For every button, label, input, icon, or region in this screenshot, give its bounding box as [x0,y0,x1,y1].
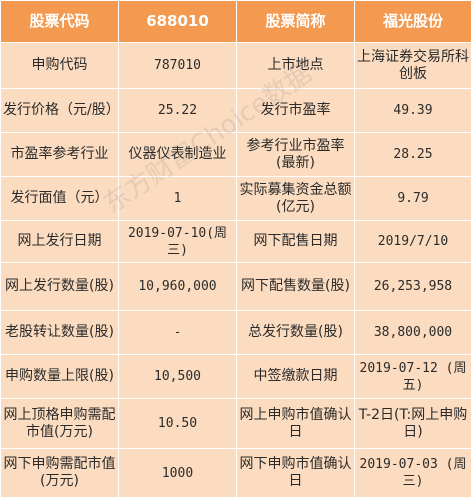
row-value-left: - [119,311,237,355]
table-row: 网上发行日期 2019-07-10(周三) 网下配售日期 2019/7/10 [1,221,471,263]
table-row: 发行面值（元） 1 实际募集资金总额(亿元) 9.79 [1,177,471,221]
row-label-right: 实际募集资金总额(亿元) [237,177,355,221]
row-label-right: 网上申购市值确认日 [237,399,355,449]
row-label-left: 发行面值（元） [1,177,119,221]
table-row: 老股转让数量(股) - 总发行数量(股) 38,800,000 [1,311,471,355]
table-row: 发行价格（元/股） 25.22 发行市盈率 49.39 [1,89,471,133]
table-row: 网上发行数量(股) 10,960,000 网下配售数量(股) 26,253,95… [1,263,471,311]
row-value-left: 10,500 [119,355,237,399]
row-value-right: 38,800,000 [355,311,471,355]
row-value-right: T-2日(T:网上申购日) [355,399,471,449]
row-value-left: 787010 [119,43,237,89]
row-value-left: 1 [119,177,237,221]
row-value-right: 2019/7/10 [355,221,471,263]
table-row: 网上顶格申购需配市值(万元) 10.50 网上申购市值确认日 T-2日(T:网上… [1,399,471,449]
row-label-right: 上市地点 [237,43,355,89]
row-value-right: 26,253,958 [355,263,471,311]
row-label-left: 网上顶格申购需配市值(万元) [1,399,119,449]
row-value-right: 49.39 [355,89,471,133]
table-header-row: 股票代码 688010 股票简称 福光股份 [1,1,471,43]
header-stock-code-label: 股票代码 [1,1,119,43]
table-row: 市盈率参考行业 仪器仪表制造业 参考行业市盈率(最新) 28.25 [1,133,471,177]
row-label-right: 发行市盈率 [237,89,355,133]
row-value-right: 2019-07-03 (周三) [355,449,471,498]
row-value-left: 10.50 [119,399,237,449]
row-label-left: 市盈率参考行业 [1,133,119,177]
row-value-left: 2019-07-10(周三) [119,221,237,263]
header-stock-name-value: 福光股份 [355,1,471,43]
row-label-right: 参考行业市盈率(最新) [237,133,355,177]
table-row: 申购数量上限(股) 10,500 中签缴款日期 2019-07-12 (周五) [1,355,471,399]
row-label-left: 网上发行日期 [1,221,119,263]
row-label-left: 网上发行数量(股) [1,263,119,311]
row-value-left: 1000 [119,449,237,498]
header-stock-code-value: 688010 [119,1,237,43]
row-value-right: 上海证券交易所科创板 [355,43,471,89]
table-row: 申购代码 787010 上市地点 上海证券交易所科创板 [1,43,471,89]
row-label-left: 发行价格（元/股） [1,89,119,133]
row-label-left: 老股转让数量(股) [1,311,119,355]
row-value-right: 28.25 [355,133,471,177]
row-value-left: 10,960,000 [119,263,237,311]
row-value-right: 9.79 [355,177,471,221]
row-label-left: 网下申购需配市值(万元) [1,449,119,498]
row-label-left: 申购代码 [1,43,119,89]
row-label-right: 网下申购市值确认日 [237,449,355,498]
header-stock-name-label: 股票简称 [237,1,355,43]
row-value-left: 仪器仪表制造业 [119,133,237,177]
row-label-right: 总发行数量(股) [237,311,355,355]
row-value-right: 2019-07-12 (周五) [355,355,471,399]
row-label-right: 网下配售日期 [237,221,355,263]
table-row: 网下申购需配市值(万元) 1000 网下申购市值确认日 2019-07-03 (… [1,449,471,498]
row-label-right: 网下配售数量(股) [237,263,355,311]
row-label-right: 中签缴款日期 [237,355,355,399]
row-value-left: 25.22 [119,89,237,133]
row-label-left: 申购数量上限(股) [1,355,119,399]
